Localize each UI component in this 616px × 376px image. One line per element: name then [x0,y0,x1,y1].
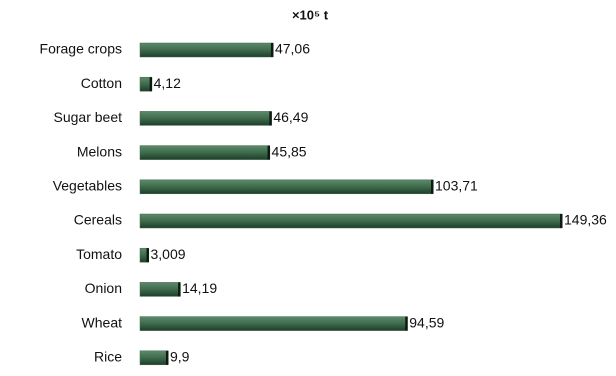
y-tick-label: Rice [94,349,122,365]
bar-end [270,43,274,57]
y-tick-label: Melons [77,143,122,159]
data-label: 3,009 [151,246,186,262]
bar [139,179,434,195]
bar-end [178,282,181,297]
chart-title: ×10⁵ t [292,7,329,22]
bar-end [560,214,563,228]
data-label: 149,36 [564,212,607,228]
data-label: 94,59 [409,314,444,330]
data-label: 47,06 [275,41,310,57]
y-tick-label: Forage crops [40,41,122,57]
y-tick-label: Cotton [81,75,122,91]
bar [139,42,274,58]
y-tick-label: Cereals [74,212,122,228]
bar-end [431,179,434,194]
data-label: 46,49 [273,109,308,125]
bar [139,111,272,126]
bar [139,213,563,229]
y-tick-label: Sugar beet [54,109,123,125]
bar [139,316,408,331]
bar-end [269,111,272,126]
bar-end [146,248,150,263]
bar-end [149,77,153,92]
bar-end [405,316,408,331]
bar [139,350,169,366]
bar-end [165,350,169,365]
y-tick-label: Tomato [76,246,122,262]
data-label: 103,71 [435,178,478,194]
data-label: 45,85 [272,143,307,159]
bar-end [267,145,271,160]
data-label: 9,9 [170,349,190,365]
y-tick-label: Vegetables [53,178,122,194]
bar [139,282,181,297]
y-tick-label: Wheat [82,314,123,330]
bar [139,145,270,160]
data-label: 4,12 [154,75,181,91]
y-tick-label: Onion [85,280,122,296]
data-label: 14,19 [182,280,217,296]
